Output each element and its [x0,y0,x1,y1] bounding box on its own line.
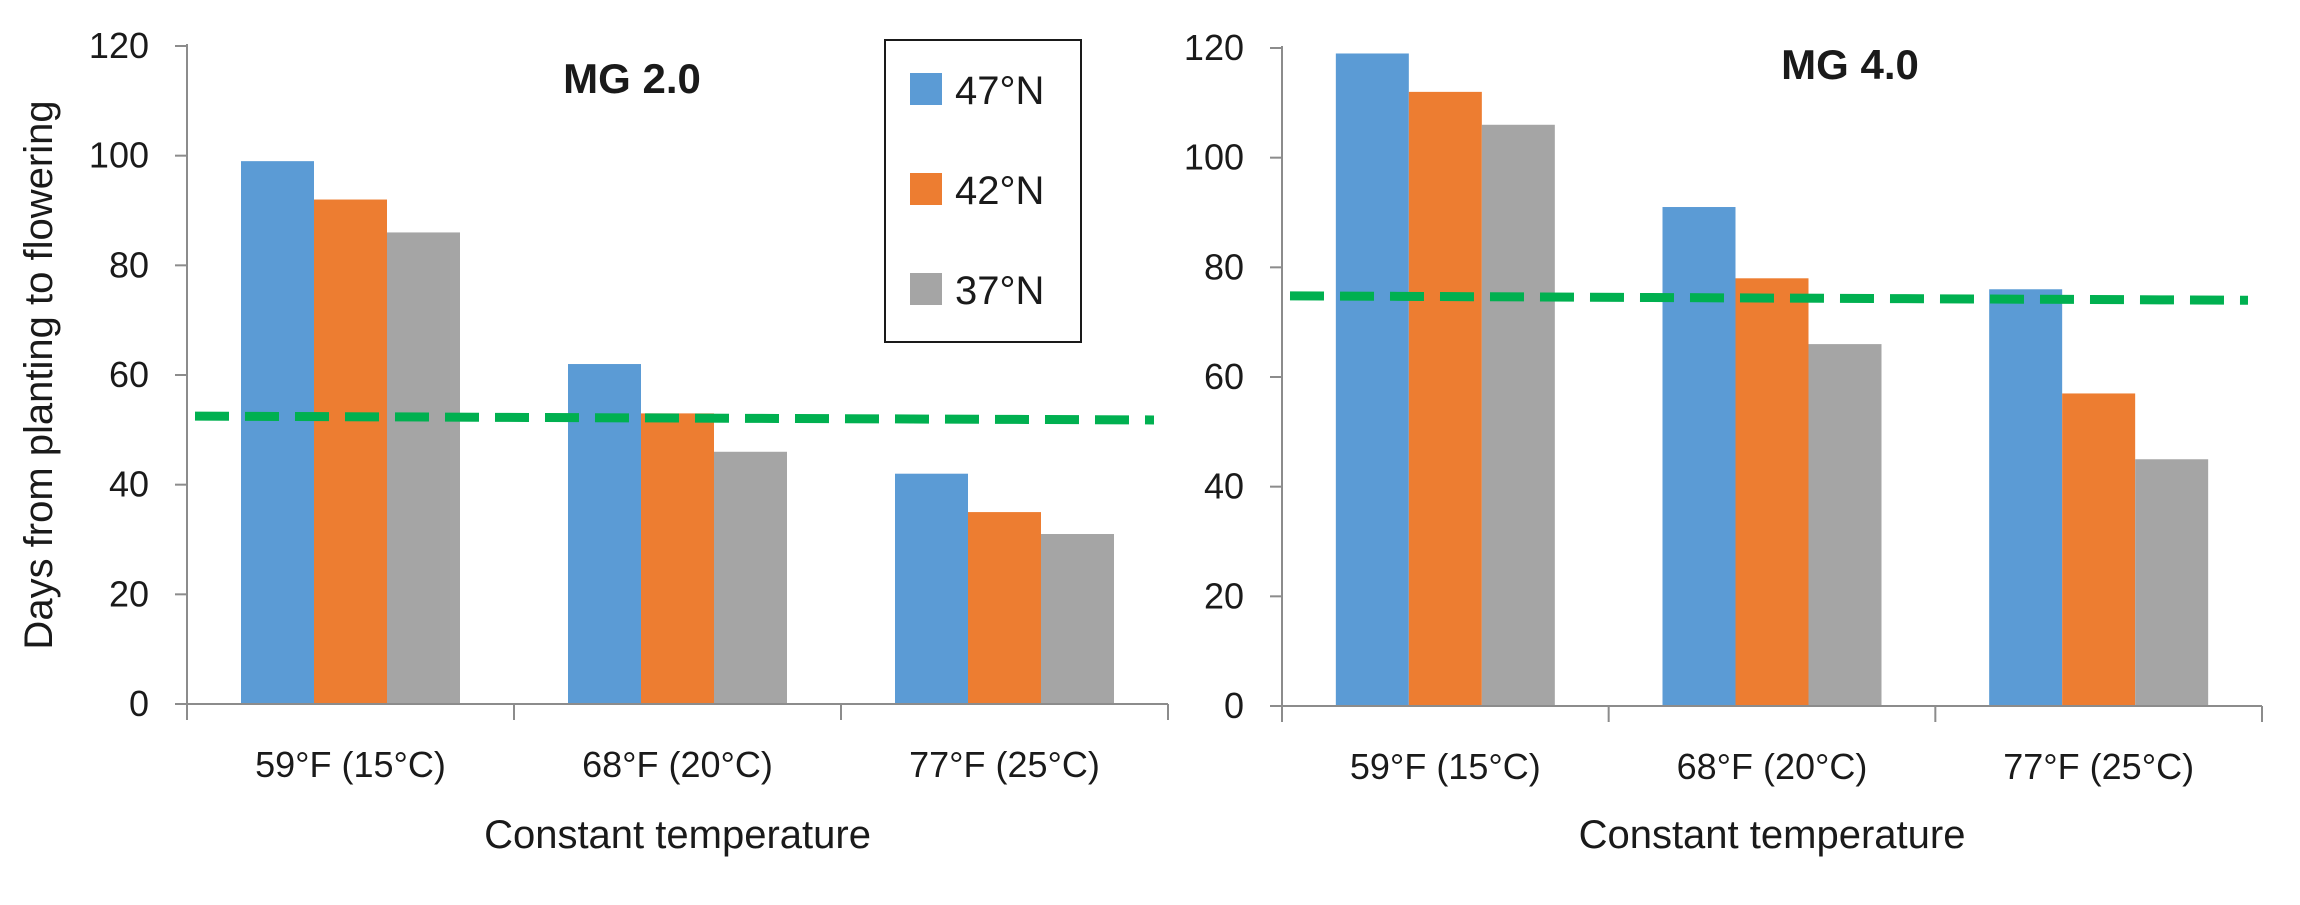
legend-swatch [910,173,942,205]
y-tick-label: 100 [89,135,149,176]
bar-1-c2-s3 [714,451,787,704]
y-tick-label: 120 [1184,27,1244,68]
x-tick-label: 59°F (15°C) [1350,746,1541,787]
y-tick-label: 20 [109,573,149,614]
bar-2-c1-s2 [1408,91,1482,706]
reference-dashed-line [194,411,1155,425]
x-tick-label: 68°F (20°C) [1677,746,1868,787]
bar-1-c3-s1 [895,473,968,704]
chart-panel-2: 0 20 40 60 80 100 120 59°F (15°C) 68°F (20°C) 77°… [1184,27,2263,857]
x-axis-title: Constant temperature [484,813,871,857]
bar-2-c1-s3 [1481,124,1555,707]
x-tick-label: 59°F (15°C) [255,744,446,785]
x-tick-label: 77°F (25°C) [2003,746,2194,787]
y-tick-label: 80 [109,244,149,285]
x-tick-label: 68°F (20°C) [582,744,773,785]
bar-1-c3-s3 [1041,534,1114,704]
y-tick-label: 100 [1184,137,1244,178]
legend-swatch [910,73,942,105]
bar-1-c3-s2 [968,512,1041,704]
bar-2-c2-s1 [1662,207,1736,706]
x-axis-title: Constant temperature [1579,813,1966,857]
legend-label: 42°N [955,169,1044,213]
y-tick-label: 40 [1204,466,1244,507]
y-tick-label: 20 [1204,575,1244,616]
reference-dashed-line [1289,291,2249,305]
y-tick-label: 60 [109,354,149,395]
bar-2-c3-s3 [2135,459,2209,706]
y-tick-label: 60 [1204,356,1244,397]
y-axis-title: Days from planting to flowering [17,100,61,649]
x-tick-label: 77°F (25°C) [909,744,1100,785]
bar-2-c1-s1 [1335,53,1409,706]
panel-title: MG 4.0 [1781,41,1919,88]
bar-1-c1-s1 [241,161,314,704]
legend-label: 37°N [955,269,1044,313]
y-tick-label: 80 [1204,246,1244,287]
y-tick-label: 0 [1224,685,1244,726]
bar-2-c3-s2 [2062,393,2136,706]
chart-panel-1: 0 20 40 60 80 100 120 59°F (15°C) 68°F (20°C) 77°… [17,25,1169,857]
legend-label: 47°N [955,69,1044,113]
y-tick-label: 120 [89,25,149,66]
y-tick-label: 0 [129,683,149,724]
bar-2-c3-s1 [1989,289,2063,706]
bar-1-c1-s3 [387,232,460,704]
bar-2-c2-s3 [1808,344,1882,706]
panel-title: MG 2.0 [563,55,701,102]
bar-2-c2-s2 [1735,278,1809,706]
legend: 47°N 42°N 37°N [884,39,1082,343]
bar-1-c2-s2 [641,413,714,704]
y-tick-label: 40 [109,464,149,505]
bar-1-c1-s2 [314,199,387,705]
legend-swatch [910,273,942,305]
